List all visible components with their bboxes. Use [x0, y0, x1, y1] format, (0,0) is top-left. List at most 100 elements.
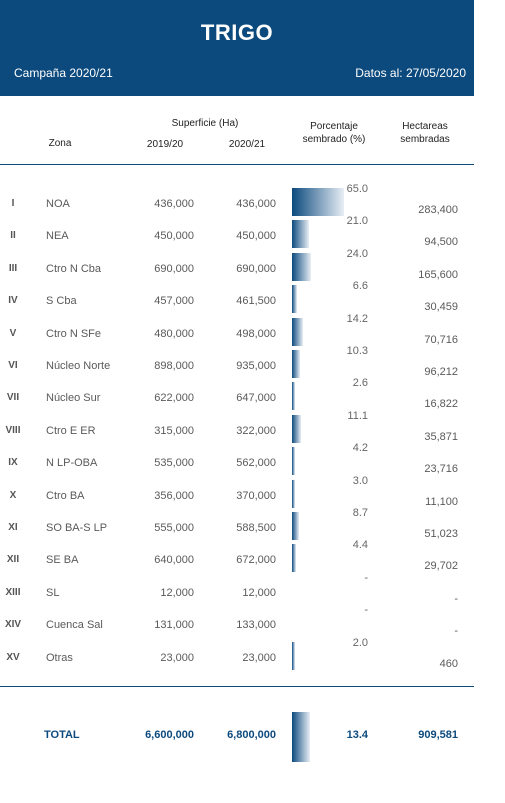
data-date-label: Datos al: 27/05/2020 [355, 66, 466, 80]
zone-name: SE BA [46, 554, 79, 567]
zone-name: Cuenca Sal [46, 619, 103, 632]
total-2020-21: 6,800,000 [227, 729, 276, 741]
hectares-sown: 51,023 [424, 528, 458, 540]
campaign-label: Campaña 2020/21 [14, 66, 113, 80]
hectares-sown: 16,822 [424, 398, 458, 411]
table-row: VI Núcleo Norte 898,000 935,000 10.3 96,212 [0, 345, 474, 382]
zone-number: IX [8, 457, 18, 469]
area-2019-20: 535,000 [154, 457, 194, 470]
hectares-sown: 29,702 [424, 560, 458, 573]
percent-bar [292, 447, 296, 476]
zone-number: IV [8, 295, 18, 307]
column-header-hectareas: Hectareas sembradas [400, 121, 450, 145]
zone-name: Ctro BA [46, 489, 85, 502]
hectares-sown: 11,100 [425, 495, 458, 508]
percent-bar [292, 350, 301, 378]
area-2020-21: 450,000 [236, 230, 276, 243]
zone-number: XI [8, 522, 18, 533]
area-2019-20: 450,000 [154, 230, 194, 243]
area-2019-20: 436,000 [154, 198, 194, 210]
hectares-sown: 165,600 [418, 268, 458, 281]
zone-name: NEA [46, 230, 69, 243]
area-2019-20: 640,000 [154, 554, 194, 567]
hectares-sown: 283,400 [418, 204, 458, 216]
zone-number: X [9, 489, 17, 501]
zone-name: S Cba [46, 295, 77, 308]
total-hectares: 909,581 [418, 729, 458, 741]
zone-number: XIV [4, 619, 22, 631]
area-2019-20: 131,000 [154, 619, 194, 632]
percent-bar [292, 544, 296, 573]
area-2019-20: 12,000 [160, 586, 194, 599]
area-2020-21: 588,500 [236, 522, 276, 534]
percent-sown: 6.6 [352, 280, 368, 293]
area-2019-20: 690,000 [154, 262, 194, 275]
zone-number: XIII [5, 586, 21, 598]
percent-sown: 10.3 [346, 345, 368, 357]
column-header-zona: Zona [48, 138, 72, 149]
table-row: VIII Ctro E ER 315,000 322,000 11.1 35,871 [0, 410, 474, 447]
area-2020-21: 461,500 [236, 295, 276, 308]
hectares-sown: 94,500 [424, 236, 458, 249]
total-2019-20: 6,600,000 [145, 729, 194, 741]
table-row: III Ctro N Cba 690,000 690,000 24.0 165,600 [0, 248, 474, 285]
zone-name: N LP-OBA [46, 457, 98, 470]
table-row: V Ctro N SFe 480,000 498,000 14.2 70,716 [0, 313, 474, 350]
hectares-sown: - [454, 625, 458, 638]
percent-sown: 2.6 [352, 377, 368, 390]
area-2019-20: 315,000 [154, 424, 194, 437]
zone-name: NOA [46, 198, 70, 210]
percent-bar [292, 317, 304, 346]
percent-sown: 2.0 [352, 636, 368, 649]
percent-bar [292, 220, 309, 249]
percent-bar [292, 252, 312, 281]
hectares-sown: 23,716 [424, 463, 458, 476]
column-header-porcentaje: Porcentaje sembrado (%) [302, 121, 366, 145]
area-2020-21: 935,000 [236, 360, 276, 372]
table-row: IX N LP-OBA 535,000 562,000 4.2 23,716 [0, 442, 474, 479]
area-2020-21: 133,000 [236, 619, 276, 632]
zone-number: III [8, 262, 18, 274]
area-2020-21: 436,000 [236, 198, 276, 210]
column-header-2020-21: 2020/21 [228, 139, 266, 150]
area-2019-20: 457,000 [154, 295, 194, 308]
percent-sown: 65.0 [346, 183, 368, 195]
area-2019-20: 23,000 [160, 651, 194, 664]
zone-name: Ctro E ER [46, 424, 96, 437]
header-banner: TRIGO Campaña 2020/21 Datos al: 27/05/20… [0, 0, 474, 96]
table-row: I NOA 436,000 436,000 65.0 283,400 [0, 183, 474, 220]
percent-sown: - [364, 604, 368, 617]
zone-number: I [11, 198, 15, 209]
zone-number: XII [6, 554, 20, 566]
zone-number: VIII [5, 424, 21, 436]
area-2019-20: 898,000 [154, 360, 194, 372]
area-2020-21: 562,000 [236, 457, 276, 470]
percent-sown: 14.2 [346, 312, 368, 325]
percent-sown: 4.4 [352, 539, 368, 552]
page-title: TRIGO [200, 20, 274, 45]
zone-number: VI [8, 360, 18, 371]
table-row: II NEA 450,000 450,000 21.0 94,500 [0, 215, 474, 252]
percent-sown: 24.0 [346, 247, 368, 260]
table-row: XIV Cuenca Sal 131,000 133,000 - - [0, 604, 474, 641]
table-row: VII Núcleo Sur 622,000 647,000 2.6 16,822 [0, 377, 474, 414]
header-divider [0, 164, 474, 165]
percent-bar [292, 382, 295, 411]
area-2020-21: 647,000 [236, 392, 276, 405]
table-row: XIII SL 12,000 12,000 - - [0, 572, 474, 609]
hectares-sown: - [454, 592, 458, 605]
zone-number: II [10, 230, 16, 242]
total-percent: 13.4 [346, 729, 368, 741]
percent-bar [292, 414, 301, 443]
table-row: IV S Cba 457,000 461,500 6.6 30,459 [0, 280, 474, 317]
percent-sown: 11.1 [347, 409, 368, 422]
table-row: X Ctro BA 356,000 370,000 3.0 11,100 [0, 475, 474, 512]
table-row: XII SE BA 640,000 672,000 4.4 29,702 [0, 539, 474, 576]
column-header-2019-20: 2019/20 [146, 139, 184, 150]
total-label: TOTAL [44, 729, 80, 741]
area-2020-21: 690,000 [236, 262, 276, 275]
area-2020-21: 322,000 [236, 424, 276, 437]
percent-sown: 8.7 [352, 507, 368, 519]
zone-name: SO BA-S LP [46, 522, 108, 534]
percent-bar [292, 285, 298, 314]
